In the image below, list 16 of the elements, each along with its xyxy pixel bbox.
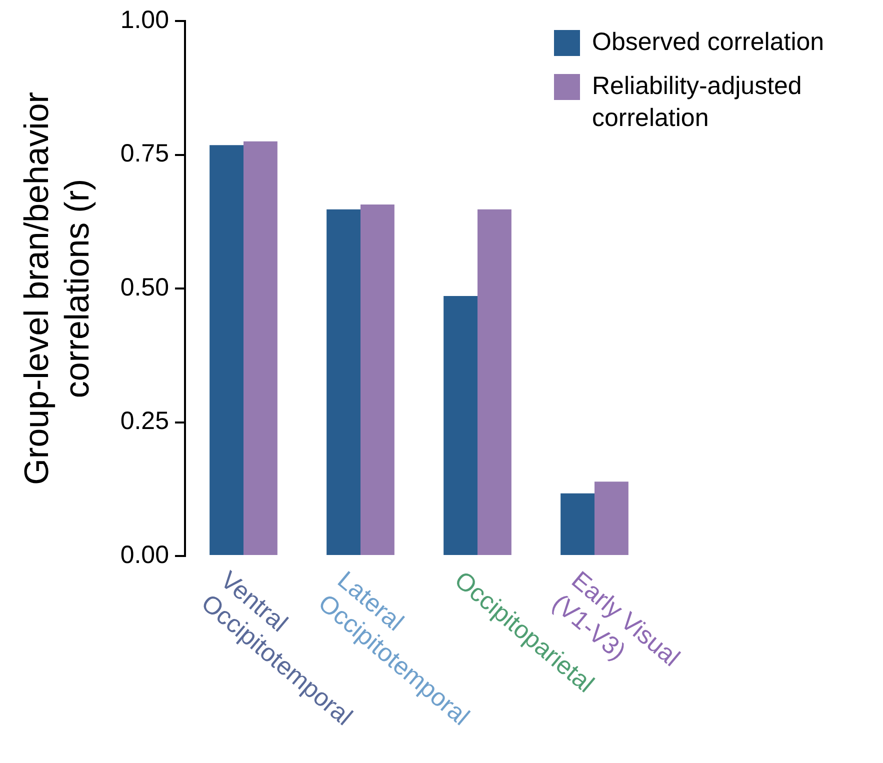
bar (594, 482, 628, 555)
bar (210, 145, 244, 555)
y-axis-title: Group-level bran/behavior correlations (r) (18, 92, 97, 486)
y-tick-label: 0.00 (120, 540, 169, 569)
bar (326, 209, 360, 555)
legend-label: Observed correlation (592, 27, 826, 58)
y-tick-label: 0.50 (120, 273, 169, 302)
bar (444, 296, 478, 555)
y-tick-label: 0.75 (120, 140, 169, 168)
bar (360, 204, 394, 555)
legend-label: Reliability-adjusted correlation (592, 71, 803, 134)
bar (560, 493, 594, 555)
y-tick-label: 1.00 (120, 6, 169, 34)
y-tick-label: 0.25 (120, 407, 169, 436)
bar (244, 141, 278, 555)
bar (478, 209, 512, 555)
